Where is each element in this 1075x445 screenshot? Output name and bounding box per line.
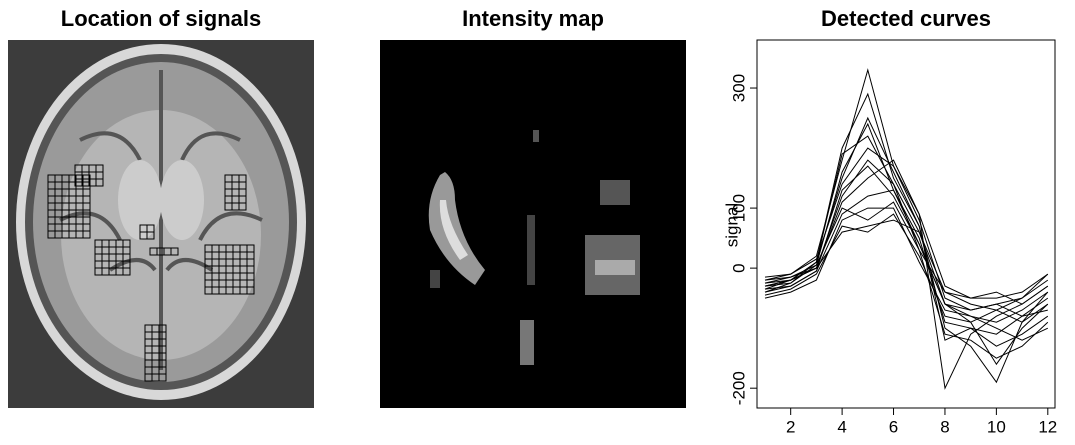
x-tick-label: 8 xyxy=(940,417,949,436)
grid-cell xyxy=(246,286,255,295)
plot-frame xyxy=(756,39,1056,409)
curve xyxy=(764,207,1049,341)
grid-cell xyxy=(82,230,91,239)
intensity-image xyxy=(380,40,686,408)
curve xyxy=(764,159,1049,323)
grid-cell xyxy=(146,231,155,240)
y-tick-label: -200 xyxy=(729,371,748,405)
curve xyxy=(764,68,1049,390)
curve xyxy=(764,219,1049,299)
curve xyxy=(764,165,1049,323)
grid-cell xyxy=(122,267,131,276)
grid-cell xyxy=(170,247,179,256)
curve xyxy=(764,135,1049,359)
y-tick-label: 0 xyxy=(729,263,748,272)
panel-title: Intensity map xyxy=(462,6,604,31)
x-tick-label: 2 xyxy=(786,417,795,436)
grid-cell xyxy=(95,178,104,187)
grid-cell xyxy=(238,202,247,211)
panel-title: Location of signals xyxy=(61,6,261,31)
curve xyxy=(764,92,1049,384)
y-tick-label: 300 xyxy=(729,74,748,102)
curve xyxy=(764,147,1049,311)
chart-title: Detected curves xyxy=(821,6,991,31)
x-tick-label: 4 xyxy=(837,417,846,436)
y-axis-label: signal xyxy=(722,203,741,247)
mri-image xyxy=(8,40,314,408)
y-tick-label: 100 xyxy=(729,194,748,222)
curve xyxy=(764,159,1049,305)
x-tick-label: 6 xyxy=(889,417,898,436)
x-tick-label: 12 xyxy=(1038,417,1057,436)
curve xyxy=(764,116,1049,341)
x-tick-label: 10 xyxy=(987,417,1006,436)
curve xyxy=(764,122,1049,347)
grid-cell xyxy=(158,373,167,382)
